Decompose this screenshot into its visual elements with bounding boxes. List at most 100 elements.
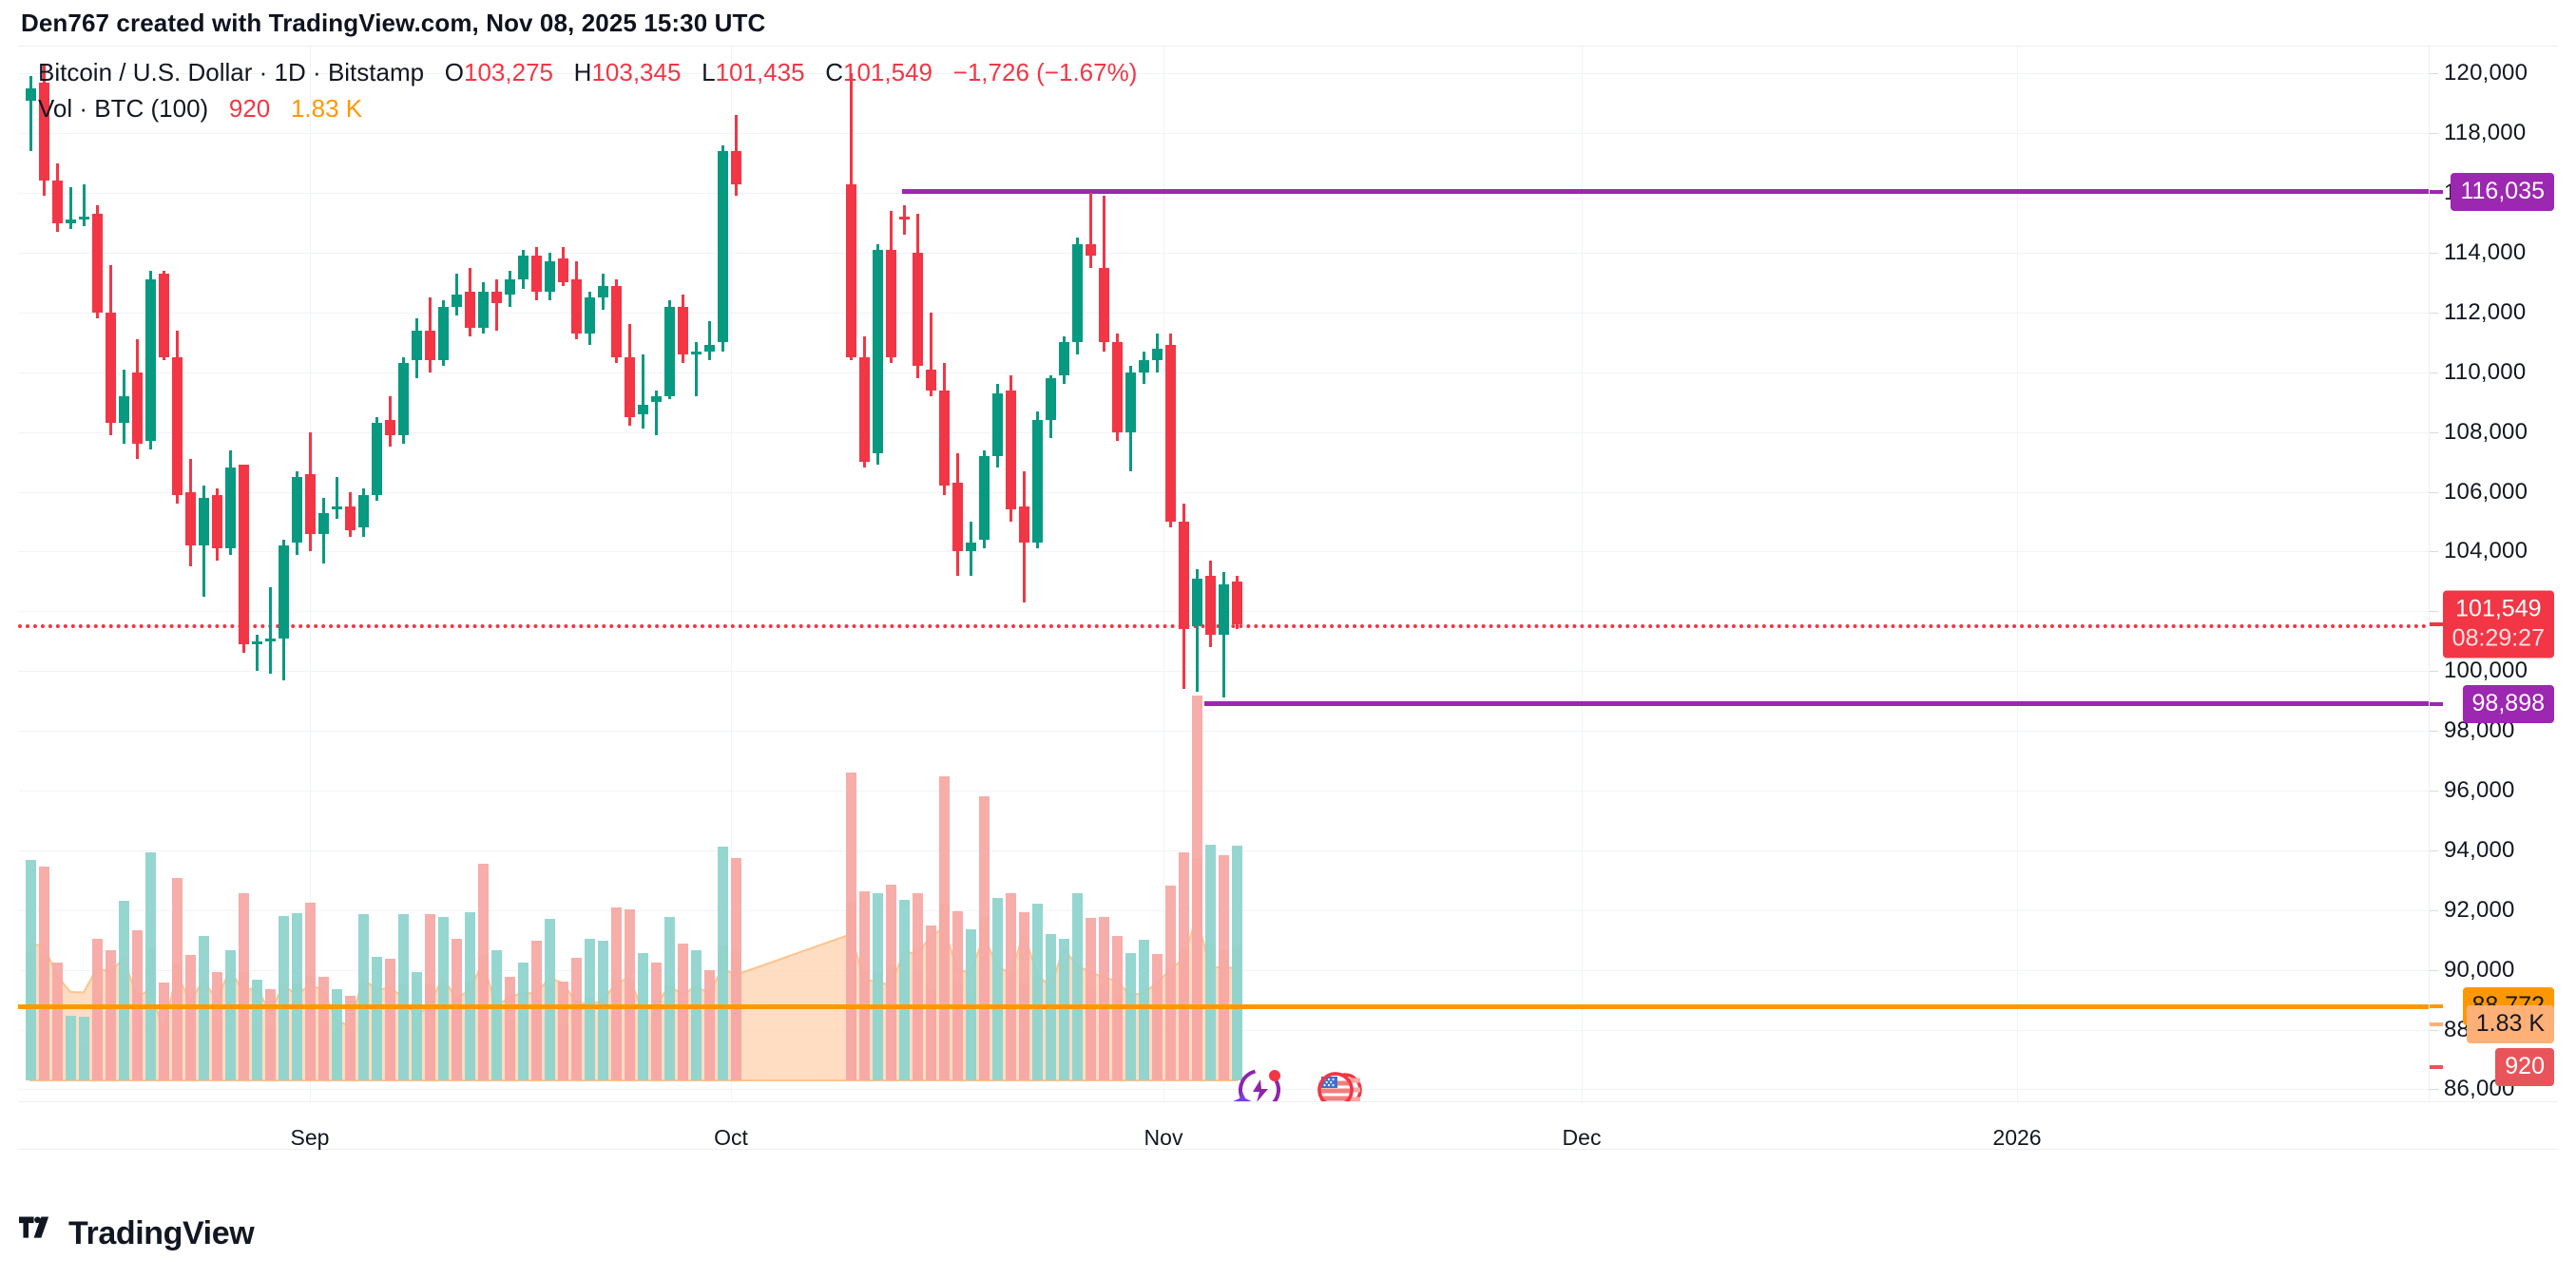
volume-bar <box>1218 855 1229 1080</box>
volume-bar <box>317 977 329 1080</box>
candle-body <box>938 390 950 487</box>
candle-body <box>610 285 622 357</box>
candlestick <box>38 64 49 197</box>
candlestick <box>251 635 262 672</box>
candlestick <box>952 452 963 576</box>
volume-bar <box>557 982 568 1080</box>
volume-bar <box>858 891 870 1080</box>
candle-body <box>78 217 89 220</box>
volume-bar <box>238 892 249 1080</box>
gridline-horizontal <box>18 312 2429 314</box>
volume-bar <box>331 988 342 1080</box>
candlestick <box>344 491 356 537</box>
candlestick <box>690 342 702 396</box>
candlestick <box>858 336 870 468</box>
tradingview-logo-icon <box>19 1212 57 1255</box>
candle-body <box>1191 578 1202 626</box>
ai-sparkle-icon[interactable] <box>1231 1063 1284 1101</box>
attribution-watermark: Den767 created with TradingView.com, Nov… <box>21 9 766 37</box>
candle-body <box>898 217 910 220</box>
support-price-tag[interactable]: 98,898 <box>2462 684 2554 723</box>
candle-body <box>690 351 702 354</box>
price-axis-tick-mark <box>2430 252 2438 254</box>
volume-ma-value-tag[interactable]: 1.83 K <box>2466 1004 2554 1043</box>
plot-area[interactable]: Bitcoin / U.S. Dollar · 1D · Bitstamp O1… <box>18 47 2429 1101</box>
candle-wick <box>255 635 259 672</box>
candle-body <box>38 82 49 181</box>
volume-bar <box>477 864 489 1080</box>
gridline-horizontal <box>18 73 2429 75</box>
price-axis-tick-mark <box>2430 312 2438 314</box>
volume-value-tag[interactable]: 920 <box>2495 1047 2554 1086</box>
candle-wick <box>29 76 32 152</box>
volume-bar <box>610 907 622 1080</box>
candlestick <box>331 476 342 519</box>
candlestick <box>517 249 529 289</box>
time-axis[interactable]: Sep Oct Nov Dec 2026 <box>18 1101 2558 1150</box>
candlestick <box>637 353 648 430</box>
candlestick <box>371 416 382 501</box>
volume-ma-line[interactable] <box>18 1003 2429 1009</box>
candle-body <box>1058 342 1069 375</box>
volume-bar <box>278 915 289 1080</box>
candlestick <box>171 330 183 505</box>
resistance-line[interactable] <box>902 189 2429 195</box>
price-axis-tick-mark <box>2430 491 2438 493</box>
candlestick <box>610 279 622 364</box>
candlestick <box>1031 410 1043 549</box>
candle-body <box>65 220 76 223</box>
volume-bar <box>38 866 49 1080</box>
price-axis-tick-mark <box>2430 611 2438 613</box>
candlestick <box>224 449 236 555</box>
candle-body <box>597 285 608 298</box>
volume-bar <box>171 878 183 1080</box>
candle-wick <box>82 183 86 226</box>
tradingview-brand: TradingView <box>19 1212 255 1255</box>
candle-body <box>717 151 728 343</box>
candlestick <box>131 339 143 459</box>
volume-bar <box>344 996 356 1080</box>
resistance-price-tag[interactable]: 116,035 <box>2451 172 2554 211</box>
volume-bar <box>1204 844 1216 1080</box>
candle-body <box>291 476 302 543</box>
volume-bar <box>224 950 236 1080</box>
candle-body <box>158 273 169 357</box>
support-line[interactable] <box>1204 701 2429 707</box>
candlestick <box>78 183 89 226</box>
volume-bar <box>1231 846 1242 1080</box>
volume-bar <box>451 938 462 1080</box>
candle-body <box>544 261 555 292</box>
price-axis-tick-mark <box>2430 849 2438 851</box>
gridline-vertical <box>1163 47 1164 1101</box>
candle-body <box>845 183 856 358</box>
tradingview-brand-text: TradingView <box>68 1215 255 1251</box>
candlestick <box>25 76 36 152</box>
time-axis-tick-label: Oct <box>714 1125 748 1150</box>
candle-body <box>464 291 475 328</box>
candle-wick <box>1195 569 1199 693</box>
volume-value-tag-value: 920 <box>2505 1052 2545 1079</box>
last-price-tag-pointer <box>2430 622 2443 627</box>
candlestick <box>978 449 990 549</box>
candle-body <box>1178 521 1189 630</box>
volume-bar <box>637 952 648 1080</box>
volume-bar <box>717 847 728 1080</box>
volume-bar <box>437 916 449 1080</box>
candle-body <box>384 420 395 435</box>
candle-body <box>437 306 449 361</box>
candlestick <box>730 115 741 197</box>
last-price-tag[interactable]: 101,549 08:29:27 <box>2442 590 2554 659</box>
candle-wick <box>494 279 498 331</box>
price-axis-tick-label: 100,000 <box>2444 658 2528 684</box>
price-axis-tick-label: 90,000 <box>2444 956 2515 983</box>
volume-bar <box>384 959 395 1080</box>
us-economic-event-icon[interactable] <box>1313 1063 1366 1101</box>
candle-body <box>411 330 422 361</box>
time-axis-tick-label: Dec <box>1562 1125 1602 1150</box>
candle-wick <box>902 204 906 236</box>
candlestick <box>1138 351 1149 385</box>
volume-bar <box>952 910 963 1080</box>
candlestick <box>437 300 449 367</box>
volume-bar <box>118 901 129 1080</box>
price-axis[interactable]: 120,000118,000116,000114,000112,000110,0… <box>2429 47 2558 1101</box>
